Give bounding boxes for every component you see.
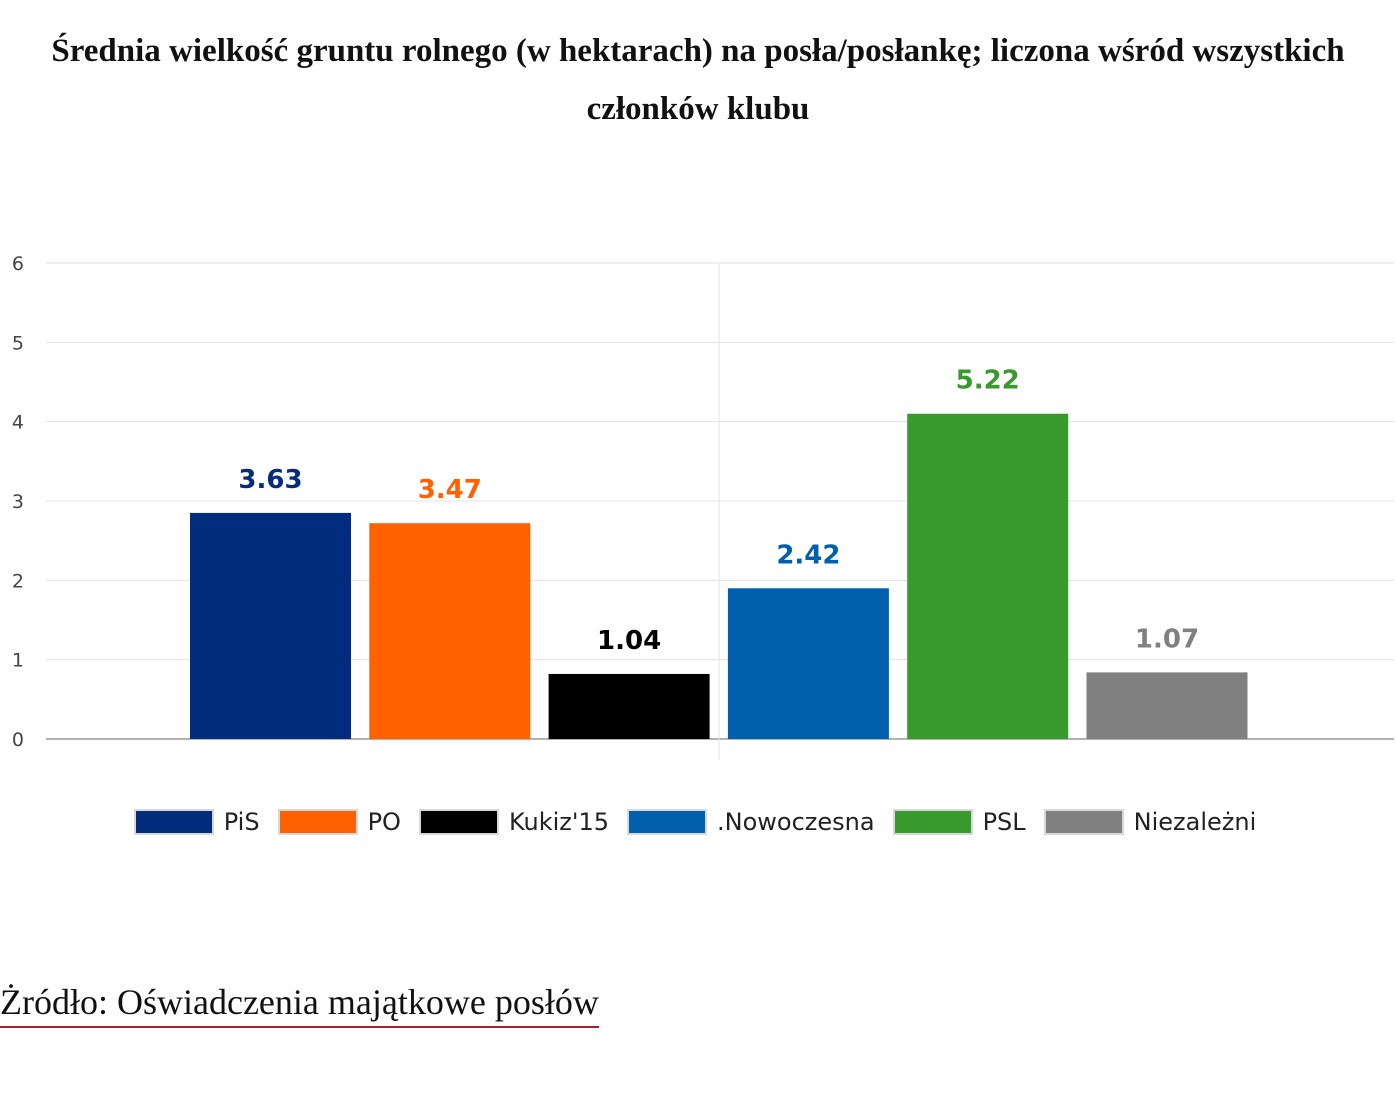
data-labels: 3.63 3.47 1.04 2.42 5.22 1.07	[238, 366, 1199, 656]
y-tick-label: 5	[12, 332, 24, 354]
legend-label: .Nowoczesna	[717, 808, 875, 836]
legend-label: PiS	[223, 808, 260, 836]
legend-label: Niezależni	[1133, 808, 1257, 836]
legend-item: PSL	[892, 808, 1026, 836]
data-label: 1.04	[597, 626, 661, 656]
bar-.Nowoczesna	[727, 588, 889, 739]
bar-Kukiz'15	[548, 673, 710, 739]
legend-item: .Nowoczesna	[627, 808, 875, 836]
bars	[190, 413, 1248, 739]
y-tick-label: 4	[12, 412, 24, 434]
legend-item: PiS	[133, 808, 260, 836]
legend-item: PO	[277, 808, 401, 836]
legend-swatch	[1043, 809, 1124, 835]
legend-item: Kukiz'15	[418, 808, 610, 836]
y-axis-ticks: 0 1 2 3 4 5 6	[12, 253, 24, 751]
data-label: 1.07	[1135, 624, 1199, 654]
bar-PSL	[907, 413, 1069, 739]
legend-swatch	[892, 809, 973, 835]
y-tick-label: 0	[12, 729, 24, 751]
legend-label: PSL	[982, 808, 1026, 836]
bar-chart: 0 1 2 3 4 5 6 3.63 3.47 1.04 2.42 5.22 1.07	[12, 253, 1394, 760]
legend: PiS PO Kukiz'15 .Nowoczesna PSL Niezależni	[0, 808, 1396, 836]
legend-label: PO	[367, 808, 401, 836]
legend-item: Niezależni	[1043, 808, 1257, 836]
data-label: 5.22	[956, 366, 1020, 396]
y-tick-label: 1	[12, 650, 24, 672]
bar-PO	[369, 523, 531, 739]
y-tick-label: 3	[12, 491, 24, 513]
chart-title: Średnia wielkość gruntu rolnego (w hekta…	[51, 33, 1345, 127]
legend-swatch	[627, 809, 708, 835]
data-label: 2.42	[776, 540, 840, 570]
y-tick-label: 2	[12, 570, 24, 592]
data-label: 3.47	[418, 475, 482, 505]
legend-swatch	[133, 809, 214, 835]
legend-swatch	[418, 809, 499, 835]
bar-Niezależni	[1086, 672, 1248, 739]
legend-label: Kukiz'15	[508, 808, 610, 836]
data-label: 3.63	[238, 465, 302, 495]
bar-PiS	[190, 512, 351, 739]
y-tick-label: 6	[12, 253, 24, 275]
source-note: Żródło: Oświadczenia majątkowe posłów	[0, 980, 599, 1028]
legend-swatch	[277, 809, 358, 835]
